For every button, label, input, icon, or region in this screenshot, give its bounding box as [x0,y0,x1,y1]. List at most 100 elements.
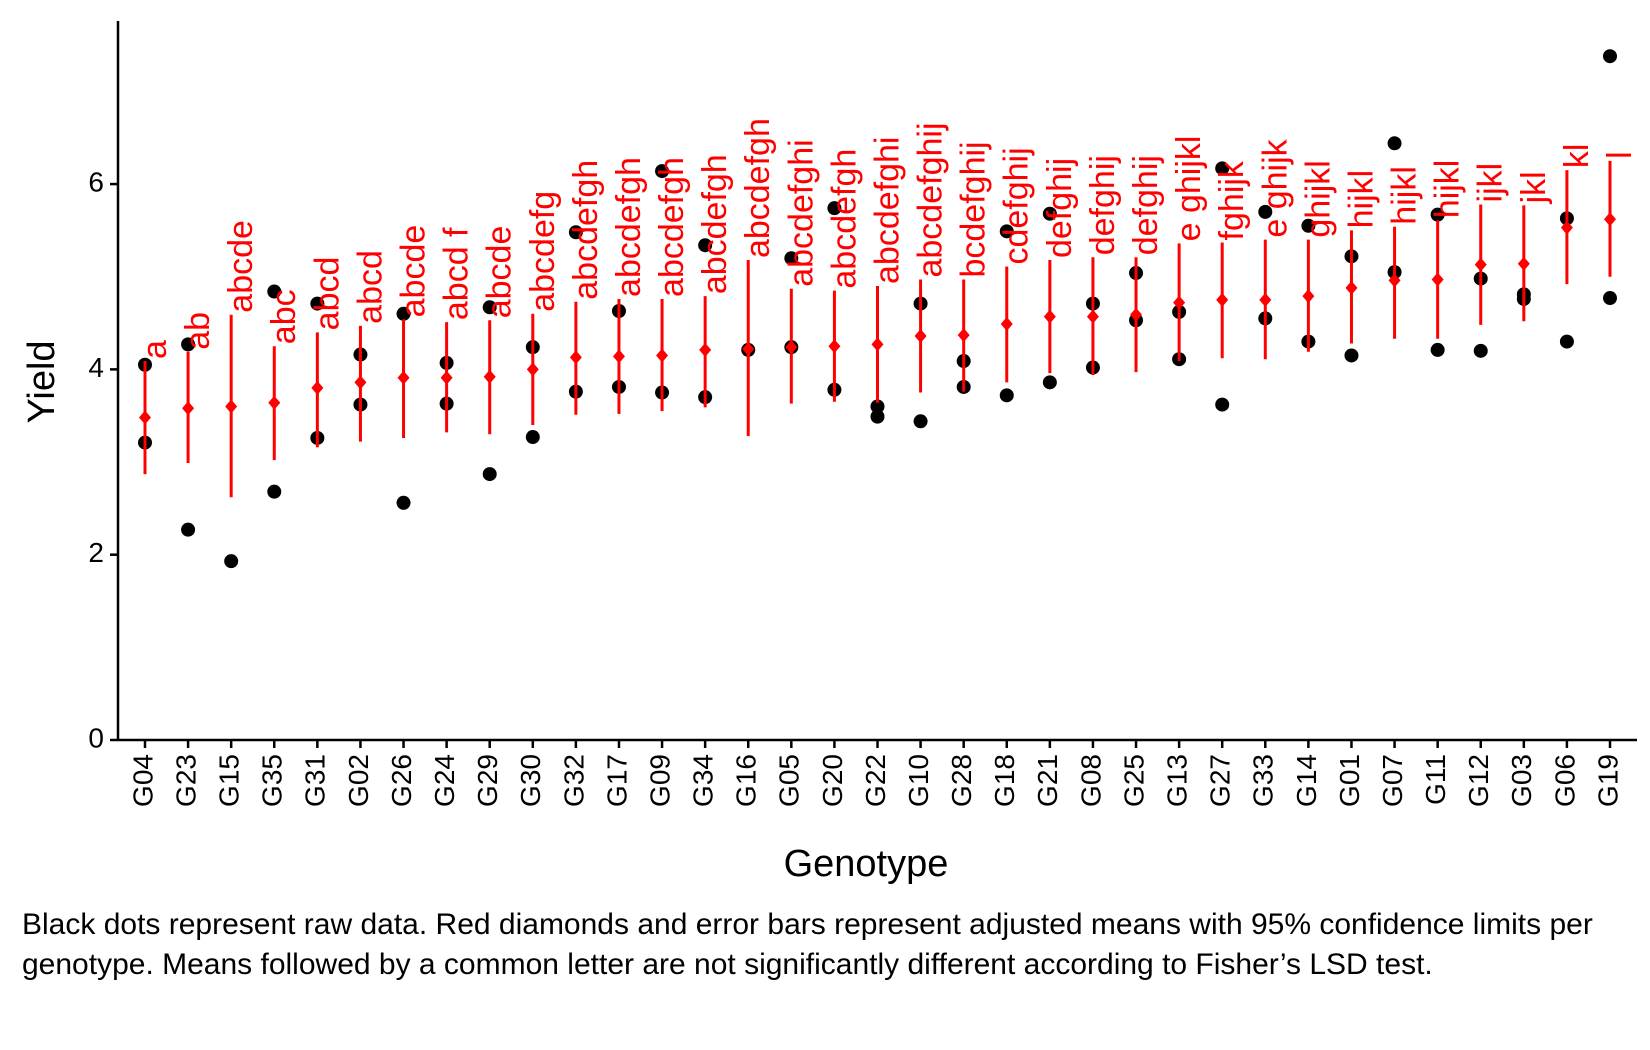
y-tick-label: 2 [88,537,104,568]
raw-point [1215,161,1230,176]
mean-diamond [139,410,151,425]
mean-diamond [268,395,281,410]
group-letters: ijkl [1472,163,1510,203]
x-tick-label: G23 [170,754,201,807]
raw-point [655,164,670,179]
group-letters: hijkl [1429,160,1467,219]
x-tick-label: G26 [386,754,417,807]
mean-diamond [1388,273,1401,288]
raw-point [870,399,885,414]
group-letters: bcdefghij [955,141,993,277]
group-letters: abcdefghij [912,122,950,277]
x-axis-title: Genotype [784,843,949,885]
raw-point [482,300,497,315]
mean-diamond [1604,212,1616,227]
group-letters: abcdefgh [825,149,863,289]
x-tick-label: G12 [1463,754,1494,807]
group-letters: abcde [395,225,433,318]
mean-diamond [1517,256,1530,271]
x-tick-label: G10 [903,754,934,807]
raw-point [999,388,1014,403]
mean-diamond [742,341,755,356]
group-letters: hijkl [1386,166,1424,225]
mean-diamond [354,375,367,390]
mean-diamond [1474,257,1487,272]
mean-diamond [914,329,927,344]
x-tick-label: G34 [688,754,719,807]
mean-diamond [311,380,324,395]
mean-diamond [397,370,410,385]
x-tick-label: G09 [644,754,675,807]
group-letters: defghij [1041,158,1079,258]
mean-diamond [785,340,798,355]
x-tick-label: G35 [257,754,288,807]
y-tick-label: 6 [88,166,104,197]
raw-point [1603,49,1617,64]
group-letters: abcde [222,220,260,313]
x-tick-label: G19 [1592,754,1623,807]
raw-point [1603,291,1617,306]
mean-diamond [1560,220,1573,235]
mean-diamond [1345,280,1358,295]
mean-diamond [526,362,539,377]
raw-point [181,522,196,537]
raw-point [1559,334,1574,349]
mean-diamond [1043,309,1056,324]
raw-point [1301,218,1316,233]
x-tick-label: G02 [343,754,374,807]
raw-point [267,484,282,499]
group-letters: defghij [1127,155,1165,255]
group-letters: hijkl [1342,170,1380,229]
raw-point [1042,375,1057,390]
mean-diamond [1431,272,1444,287]
x-tick-label: G25 [1118,754,1149,807]
group-letters: abcdefgh [567,160,605,300]
group-letters: fghijk [1213,160,1251,240]
x-tick-label: G04 [127,754,158,807]
mean-diamond [1173,295,1186,310]
x-tick-label: G31 [300,754,331,807]
mean-diamond [1000,316,1013,331]
raw-point [1430,207,1445,222]
group-letters: e ghijk [1256,138,1294,237]
raw-point [181,337,196,352]
mean-diamond [225,399,238,414]
mean-diamond [612,349,625,364]
raw-point [568,225,583,240]
group-letters: abcdefgh [739,118,777,258]
group-letters: defghij [1084,155,1122,255]
raw-point [1215,397,1230,412]
group-letters: l [1601,151,1639,159]
mean-diamond [699,342,712,357]
mean-diamond [656,348,669,363]
raw-point [870,409,885,424]
raw-point [1258,204,1273,219]
raw-point [1473,343,1488,358]
group-letters: abcd [308,257,346,331]
group-letters: ghijkl [1299,160,1337,237]
mean-diamond [1302,289,1315,304]
mean-diamond [1216,292,1229,307]
group-letters: kl [1558,144,1596,169]
group-letters: abcdefghi [868,137,906,284]
group-letters: abcdefgh [696,154,734,294]
x-tick-label: G13 [1162,754,1193,807]
mean-diamond [569,350,582,365]
raw-point [913,414,928,429]
x-tick-label: G24 [429,754,460,807]
group-letters: ab [179,312,217,350]
raw-point [224,554,239,569]
mean-diamond [828,339,841,354]
group-letters: abcd [351,250,389,324]
x-tick-label: G29 [472,754,503,807]
raw-point [827,201,842,216]
group-letters: abcdefgh [653,157,691,297]
raw-point [525,430,540,445]
x-tick-label: G28 [946,754,977,807]
mean-diamond [483,369,496,384]
mean-diamond [1130,307,1143,322]
x-tick-label: G30 [515,754,546,807]
y-tick-label: 0 [88,722,104,753]
chart: Genotype Yield 0 2 4 6 G04 a G23 ab G15 abcde G35 a… [21,21,1639,885]
